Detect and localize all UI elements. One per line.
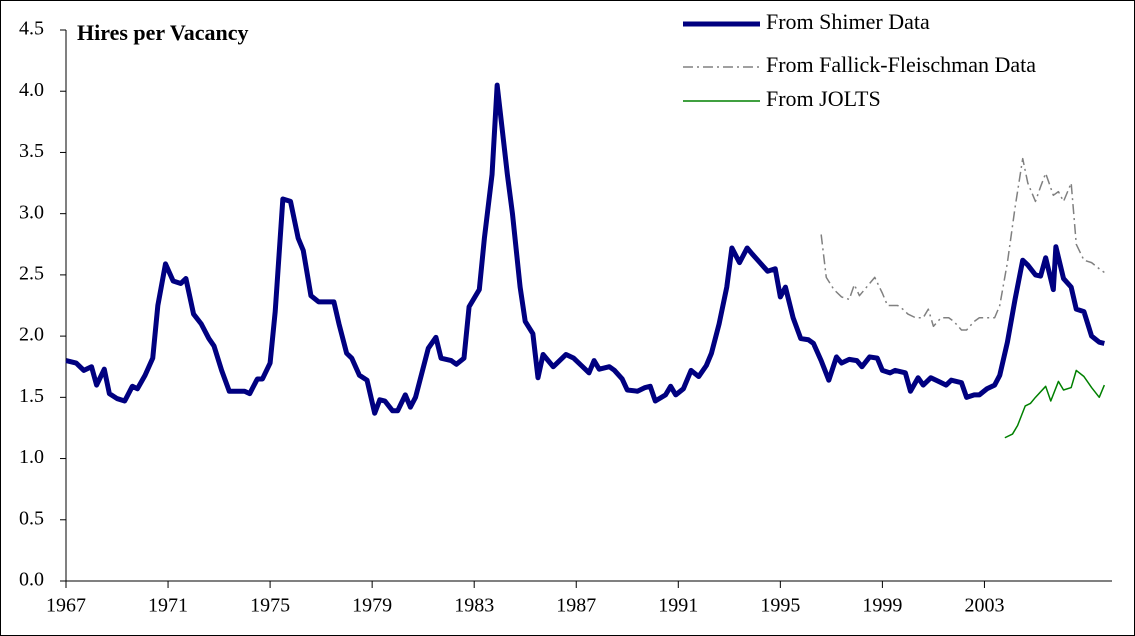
legend-label: From Shimer Data — [766, 9, 930, 34]
y-tick-label: 0.0 — [19, 569, 44, 591]
series-line — [1004, 369, 1106, 439]
legend-label: From Fallick-Fleischman Data — [766, 52, 1036, 77]
legend-label: From JOLTS — [766, 86, 881, 111]
x-tick-label: 1991 — [658, 595, 698, 617]
y-tick-label: 2.0 — [19, 324, 44, 346]
y-tick-label: 4.5 — [19, 18, 44, 40]
y-tick-label: 1.5 — [19, 385, 44, 407]
y-tick-label: 0.5 — [19, 507, 44, 529]
series-line — [65, 82, 1105, 416]
y-tick-label: 3.0 — [19, 201, 44, 223]
x-tick-label: 2003 — [964, 595, 1004, 617]
x-tick-label: 1983 — [454, 595, 494, 617]
x-tick-label: 1979 — [352, 595, 392, 617]
series-line — [820, 157, 1105, 331]
x-tick-label: 1971 — [148, 595, 188, 617]
x-tick-label: 1995 — [760, 595, 800, 617]
y-tick-label: 1.0 — [19, 446, 44, 468]
x-tick-label: 1999 — [862, 595, 902, 617]
y-tick-label: 3.5 — [19, 140, 44, 162]
y-tick-label: 2.5 — [19, 262, 44, 284]
x-tick-label: 1967 — [46, 595, 86, 617]
chart-title: Hires per Vacancy — [77, 20, 249, 45]
x-tick-label: 1987 — [556, 595, 596, 617]
x-tick-label: 1975 — [250, 595, 290, 617]
y-tick-label: 4.0 — [19, 79, 44, 101]
